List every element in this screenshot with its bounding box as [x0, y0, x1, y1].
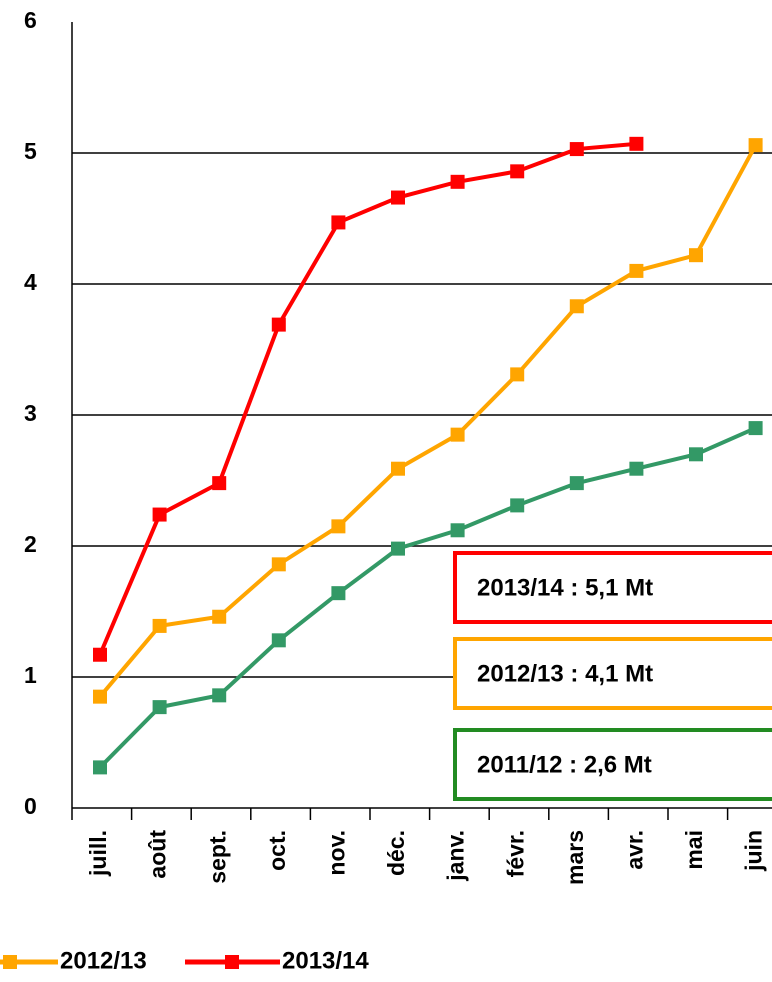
series-line — [98, 141, 637, 656]
point-marker — [331, 519, 346, 534]
point-marker — [748, 138, 763, 153]
point-marker — [450, 427, 465, 442]
point-marker — [271, 557, 286, 572]
y-tick-label: 3 — [24, 400, 37, 426]
x-tick-label: avr. — [621, 830, 647, 870]
annotation-text: 2012/13 : 4,1 Mt — [477, 660, 653, 687]
point-marker — [569, 476, 584, 491]
point-marker — [391, 461, 405, 476]
y-tick-label: 2 — [24, 531, 37, 557]
point-marker — [510, 367, 525, 382]
point-marker — [331, 215, 346, 230]
point-marker — [212, 688, 227, 703]
point-marker — [689, 248, 703, 263]
series-line — [98, 144, 758, 698]
point-marker — [93, 647, 107, 662]
y-tick-label: 0 — [24, 793, 37, 819]
x-tick-label: juin — [741, 830, 767, 872]
legend-marker — [225, 955, 239, 969]
legend-label: 2013/14 — [282, 947, 369, 974]
point-marker — [629, 263, 644, 278]
x-tick-label: janv. — [443, 830, 469, 882]
x-tick-label: nov. — [323, 830, 349, 876]
y-tick-label: 5 — [24, 138, 37, 164]
x-tick-label: juill. — [85, 830, 111, 877]
point-marker — [152, 507, 167, 522]
point-marker — [510, 164, 525, 179]
point-marker — [271, 317, 286, 332]
x-tick-label: août — [145, 830, 171, 879]
annotation-box — [453, 637, 772, 710]
y-tick-label: 4 — [24, 269, 37, 295]
y-tick-label: 1 — [24, 662, 37, 688]
x-tick-label: mai — [681, 830, 707, 870]
point-marker — [152, 618, 167, 633]
annotation-box — [453, 551, 772, 624]
point-marker — [152, 700, 167, 715]
point-marker — [629, 461, 644, 476]
y-tick-label: 6 — [24, 7, 37, 33]
point-marker — [212, 609, 227, 624]
point-marker — [391, 190, 405, 205]
point-marker — [689, 447, 703, 462]
point-marker — [748, 421, 763, 436]
point-marker — [569, 299, 584, 314]
point-marker — [629, 136, 644, 151]
point-marker — [93, 760, 107, 775]
series-line — [98, 426, 757, 769]
legend-marker — [3, 955, 17, 969]
point-marker — [391, 541, 405, 556]
annotation-box — [453, 728, 772, 801]
point-marker — [271, 633, 286, 648]
point-marker — [331, 586, 346, 601]
x-tick-label: déc. — [383, 830, 409, 876]
point-marker — [569, 142, 584, 157]
x-tick-label: oct. — [264, 830, 290, 871]
point-marker — [450, 174, 465, 189]
point-marker — [450, 523, 465, 538]
annotation-text: 2011/12 : 2,6 Mt — [477, 751, 652, 778]
x-tick-label: mars — [562, 830, 588, 885]
point-marker — [510, 498, 525, 513]
point-marker — [93, 689, 107, 704]
point-marker — [212, 476, 227, 491]
x-tick-label: sept. — [204, 830, 230, 884]
annotation-text: 2013/14 : 5,1 Mt — [477, 574, 653, 601]
x-tick-label: févr. — [502, 830, 528, 877]
legend-label: 2012/13 — [60, 947, 147, 974]
